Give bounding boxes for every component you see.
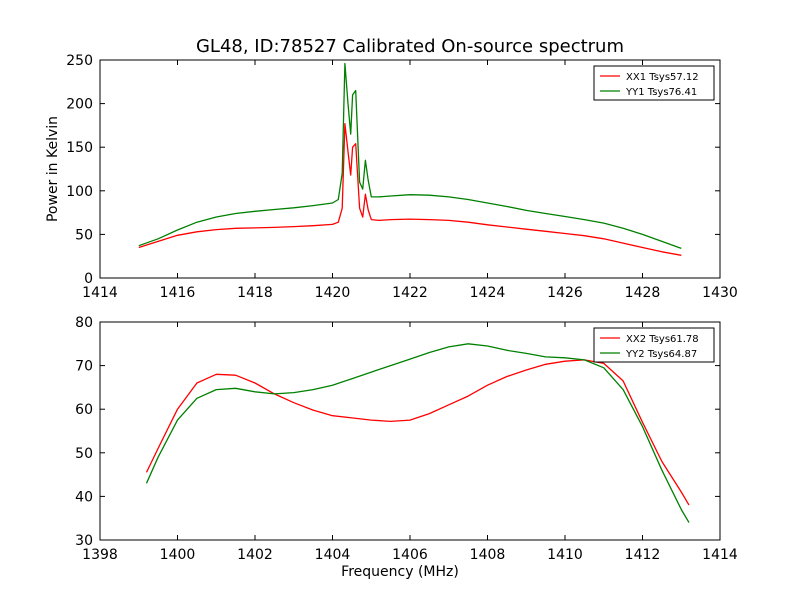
legend-label: YY2 Tsys64.87	[625, 349, 697, 360]
x-tick-label: 1414	[82, 285, 118, 301]
legend-label: XX1 Tsys57.12	[626, 72, 699, 83]
y-tick-label: 40	[75, 489, 93, 505]
y-tick-label: 50	[75, 446, 93, 462]
x-tick-label: 1398	[82, 547, 118, 563]
y-tick-label: 200	[66, 97, 93, 113]
x-tick-label: 1422	[392, 285, 428, 301]
y-tick-label: 150	[66, 140, 93, 156]
x-tick-label: 1428	[625, 285, 661, 301]
x-axis-label: Frequency (MHz)	[341, 564, 459, 580]
x-tick-label: 1416	[160, 285, 196, 301]
legend-box	[593, 327, 715, 363]
y-tick-label: 70	[75, 359, 93, 375]
y-tick-label: 60	[75, 402, 93, 418]
series-line-xx	[138, 123, 682, 256]
x-tick-label: 1424	[470, 285, 506, 301]
x-tick-label: 1400	[160, 547, 196, 563]
top-spectrum-panel: 1414 1416 1418 1420 1422 1424 1426 1428 1430 0 50 1…	[45, 53, 738, 301]
y-tick-label: 0	[84, 271, 93, 287]
series-line-yy	[145, 343, 690, 523]
chart-title: GL48, ID:78527 Calibrated On-source spec…	[196, 36, 624, 57]
legend-label: XX2 Tsys61.78	[626, 334, 699, 345]
legend: XX1 Tsys57.12 YY1 Tsys76.41	[593, 65, 715, 101]
y-tick-label: 100	[66, 184, 93, 200]
legend: XX2 Tsys61.78 YY2 Tsys64.87	[593, 327, 715, 363]
x-tick-label: 1412	[625, 547, 661, 563]
x-tick-label: 1420	[315, 285, 351, 301]
y-axis-label: Power in Kelvin	[45, 116, 61, 222]
y-tick-label: 80	[75, 315, 93, 331]
series-line-xx	[145, 359, 690, 506]
x-tick-label: 1414	[702, 547, 738, 563]
x-tick-label: 1406	[392, 547, 428, 563]
legend-label: YY1 Tsys76.41	[625, 87, 697, 98]
x-tick-label: 1418	[237, 285, 273, 301]
y-tick-label: 250	[66, 53, 93, 69]
x-tick-label: 1408	[470, 547, 506, 563]
x-tick-label: 1430	[702, 285, 738, 301]
legend-box	[593, 65, 715, 101]
x-tick-label: 1426	[547, 285, 583, 301]
y-tick-label: 30	[75, 533, 93, 549]
y-tick-label: 50	[75, 227, 93, 243]
x-tick-label: 1404	[315, 547, 351, 563]
bottom-spectrum-panel: 1398 1400 1402 1404 1406 1408 1410 1412 1414 30 40…	[75, 315, 738, 580]
series-line-yy	[138, 62, 682, 250]
x-tick-label: 1402	[237, 547, 273, 563]
x-tick-label: 1410	[547, 547, 583, 563]
